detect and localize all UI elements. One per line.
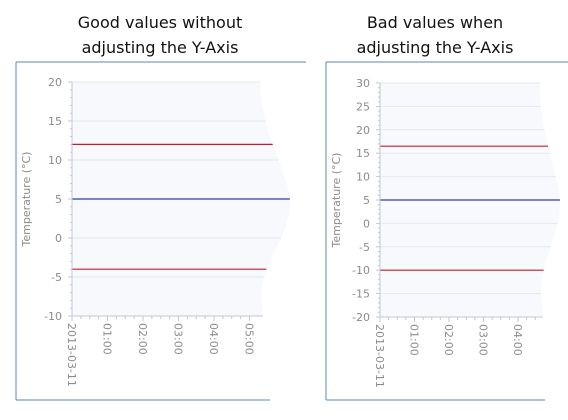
chart-right-y-tick-label: -10 — [352, 264, 370, 277]
chart-right-y-tick-label: 10 — [356, 171, 370, 184]
chart-right-y-tick-label: -20 — [352, 311, 370, 324]
chart-left-x-tick-label: 01:00 — [101, 323, 114, 355]
chart-left-y-tick-label: 5 — [55, 193, 62, 206]
chart-right-x-tick-label: 03:00 — [477, 324, 490, 356]
chart-right-body: 2013-03-11 01:00 02:00 03:00 04:00 — [373, 82, 560, 388]
chart-right-x-tick-label: 01:00 — [408, 324, 421, 356]
chart-right-y-tick-label: 30 — [356, 77, 370, 90]
caption-right-line-2: adjusting the Y-Axis — [356, 38, 514, 57]
chart-left-x-tick-label: 04:00 — [207, 323, 220, 355]
chart-right-y-tick-label: 0 — [363, 217, 370, 230]
chart-left-group: 2013-03-11 01:00 02:00 03:00 04:00 05:00 -10 -5… — [15, 61, 306, 401]
chart-right-y-axis-title: Temperature (°C) — [330, 153, 343, 249]
chart-left-y-tick-label: -5 — [51, 271, 62, 284]
chart-right-group: 2013-03-11 01:00 02:00 03:00 04:00 -20 -15 -10 -… — [325, 61, 568, 401]
chart-left-x-tick-label: 2013-03-11 — [65, 323, 78, 387]
chart-left-y-tick-label: 20 — [48, 76, 62, 89]
chart-left-x-tick-label: 03:00 — [172, 323, 185, 355]
chart-left-y-tick-label: -10 — [44, 310, 62, 323]
chart-left-y-axis-title: Temperature (°C) — [20, 152, 33, 248]
caption-left: Good values without adjusting the Y-Axis — [20, 10, 300, 60]
chart-right-y-tick-label: -5 — [359, 241, 370, 254]
caption-left-line-2: adjusting the Y-Axis — [81, 38, 239, 57]
chart-right-y-tick-label: -15 — [352, 288, 370, 301]
chart-right-x-tick-label: 2013-03-11 — [373, 324, 386, 388]
chart-right-y-tick-label: 5 — [363, 194, 370, 207]
chart-left-x-tick-label: 05:00 — [243, 323, 256, 355]
chart-left-y-tick-label: 15 — [48, 115, 62, 128]
chart-left-x-tick-label: 02:00 — [136, 323, 149, 355]
chart-left-y-tick-label: 10 — [48, 154, 62, 167]
caption-left-line-1: Good values without — [77, 13, 243, 32]
chart-right-y-tick-label: 25 — [356, 100, 370, 113]
chart-left-y-tick-label: 0 — [55, 232, 62, 245]
chart-left-body: 2013-03-11 01:00 02:00 03:00 04:00 05:00 — [65, 81, 290, 387]
chart-right-x-tick-label: 02:00 — [442, 324, 455, 356]
chart-right-x-tick-label: 04:00 — [511, 324, 524, 356]
chart-right-y-tick-label: 15 — [356, 147, 370, 160]
caption-right-line-1: Bad values when — [366, 13, 504, 32]
chart-right-y-tick-label: 20 — [356, 124, 370, 137]
caption-right: Bad values when adjusting the Y-Axis — [300, 10, 568, 60]
